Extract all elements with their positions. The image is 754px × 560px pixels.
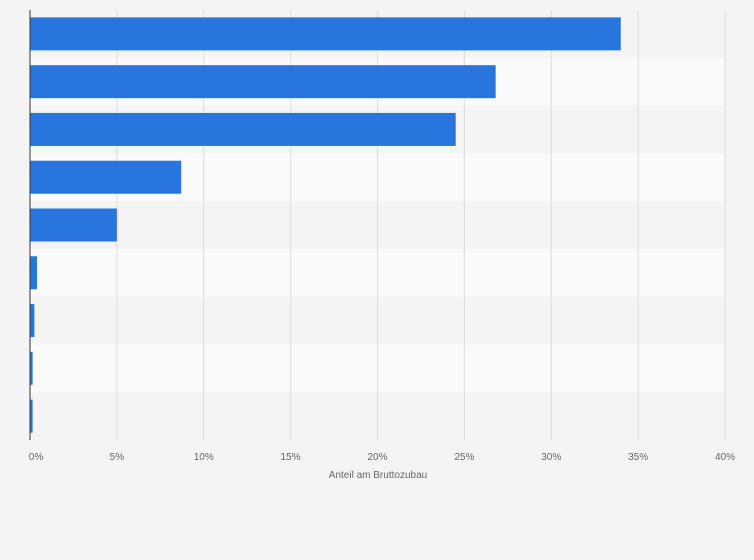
x-axis-title: Anteil am Bruttozubau (329, 470, 427, 481)
x-tick-label: 25% (454, 452, 474, 463)
x-tick-label: 20% (367, 452, 387, 463)
x-tick-label: 35% (628, 452, 648, 463)
bars (30, 17, 621, 433)
bar[interactable] (30, 399, 33, 433)
x-tick-label: 10% (194, 452, 214, 463)
bar[interactable] (30, 304, 35, 338)
x-tick-labels: 0% 5% 10% 15% 20% 25% 30% 35% 40% (29, 452, 735, 463)
bar[interactable] (30, 17, 621, 51)
bar[interactable] (30, 256, 37, 290)
x-tick-label: 5% (110, 452, 125, 463)
x-tick-label: 30% (541, 452, 561, 463)
bar[interactable] (30, 160, 182, 194)
x-tick-label: 40% (715, 452, 735, 463)
x-tick-label: 15% (281, 452, 301, 463)
bar[interactable] (30, 208, 117, 242)
bar[interactable] (30, 112, 456, 146)
bar[interactable] (30, 351, 33, 385)
bar[interactable] (30, 65, 496, 99)
x-tick-label: 0% (29, 452, 44, 463)
